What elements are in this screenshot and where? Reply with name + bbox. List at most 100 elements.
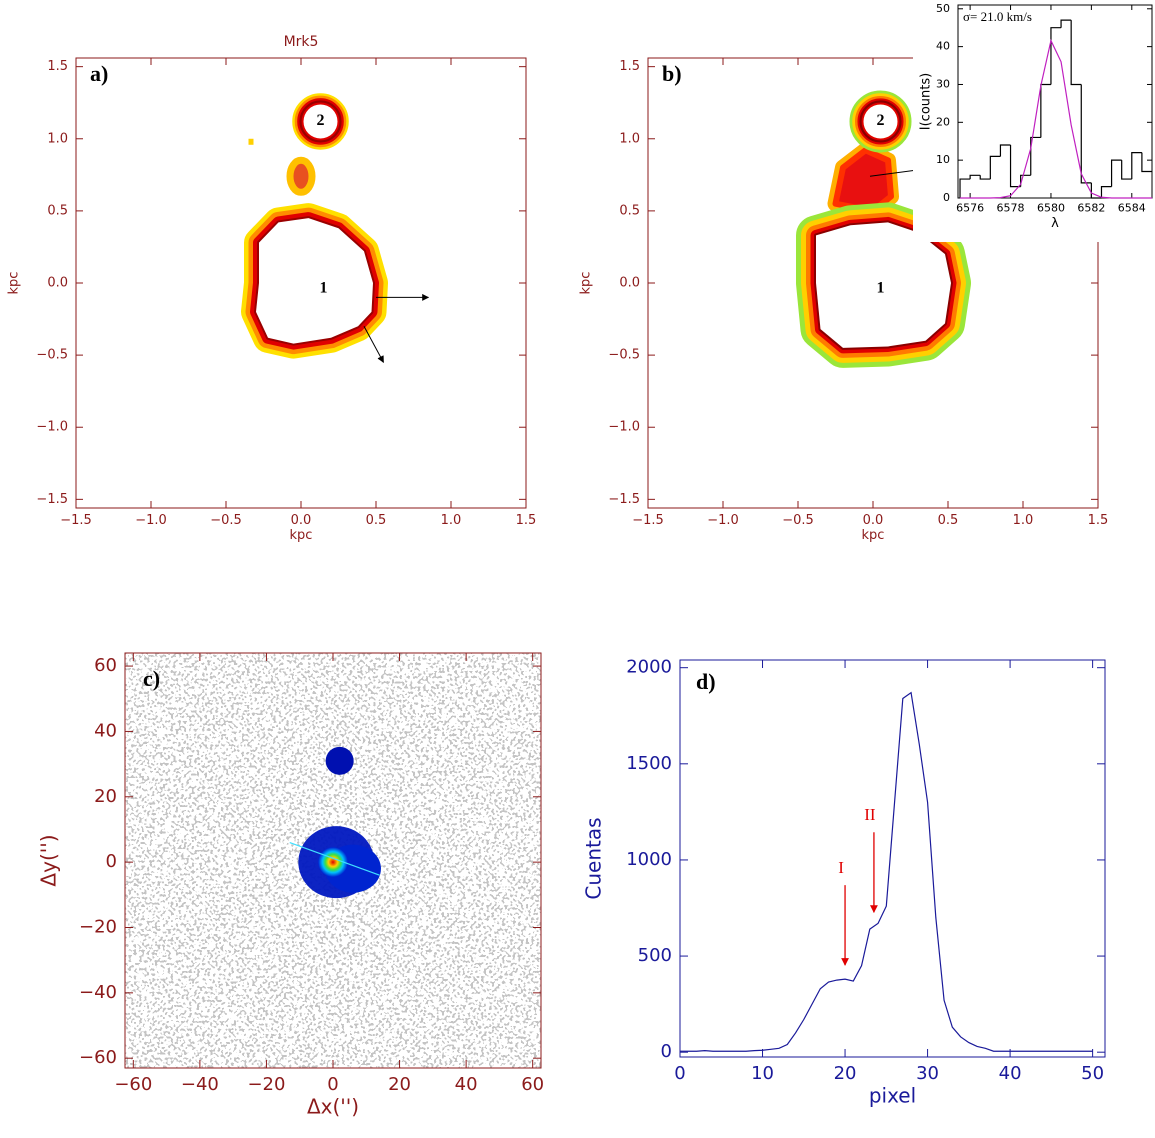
- region-label: 2: [317, 112, 325, 129]
- panel-label: c): [143, 666, 160, 691]
- panel-label: a): [90, 61, 108, 86]
- x-tick-label: 1.0: [441, 513, 462, 528]
- x-tick-label: 10: [751, 1063, 774, 1084]
- panel-label: b): [662, 61, 682, 86]
- histogram-step: [1060, 19, 1072, 28]
- x-axis-label: kpc: [290, 528, 313, 543]
- histogram-step: [1141, 152, 1152, 173]
- emission-region: [286, 156, 316, 196]
- x-tick-label: −1.0: [707, 513, 739, 528]
- x-tick-label: −20: [247, 1074, 285, 1095]
- y-axis-label: Cuentas: [582, 817, 606, 899]
- saturated-region: [303, 104, 338, 139]
- y-tick-label: −40: [79, 982, 117, 1003]
- x-tick-label: 1.0: [1013, 513, 1034, 528]
- y-tick-label: 1.5: [47, 59, 68, 74]
- y-axis-label: kpc: [579, 272, 594, 295]
- histogram-step: [969, 174, 981, 180]
- histogram-step: [1070, 20, 1082, 86]
- x-tick-label: 20: [388, 1074, 411, 1095]
- histogram-step: [999, 144, 1011, 157]
- plot-frame: [679, 659, 1106, 1058]
- y-tick-label: 0.0: [47, 276, 68, 291]
- y-tick-label: −20: [79, 916, 117, 937]
- x-tick-label: 6582: [1077, 201, 1105, 214]
- y-tick-label: 0: [661, 1041, 672, 1062]
- y-tick-label: 50: [936, 2, 950, 15]
- histogram-step: [1080, 84, 1092, 184]
- x-tick-label: 20: [834, 1063, 857, 1084]
- x-tick-label: 30: [916, 1063, 939, 1084]
- x-tick-label: 0: [674, 1063, 685, 1084]
- y-tick-label: −1.0: [36, 420, 68, 435]
- histogram-step: [1050, 27, 1062, 85]
- x-tick-label: 0.0: [863, 513, 884, 528]
- y-tick-label: 1.5: [619, 59, 640, 74]
- y-tick-label: 0: [106, 851, 117, 872]
- emission-region: [859, 100, 902, 143]
- y-tick-label: 60: [94, 655, 117, 676]
- histogram-step: [1009, 145, 1021, 188]
- companion: [325, 746, 354, 775]
- y-tick-label: 500: [638, 945, 672, 966]
- x-tick-label: −1.5: [632, 513, 664, 528]
- emission-region: [248, 138, 254, 145]
- x-tick-label: 60: [521, 1074, 544, 1095]
- y-tick-label: 10: [936, 153, 950, 166]
- arrow: [363, 326, 384, 363]
- y-tick-label: −1.5: [608, 492, 640, 507]
- x-tick-label: 0.5: [938, 513, 959, 528]
- saturated-region: [256, 218, 373, 344]
- y-tick-label: 20: [936, 115, 950, 128]
- histogram-step: [1090, 182, 1102, 199]
- x-tick-label: 6584: [1118, 201, 1146, 214]
- x-tick-label: −1.5: [60, 513, 92, 528]
- y-tick-label: 0.0: [619, 276, 640, 291]
- x-tick-label: 0.5: [366, 513, 387, 528]
- histogram-step: [959, 178, 971, 198]
- x-axis-label: pixel: [869, 1084, 916, 1108]
- x-tick-label: 1.5: [516, 513, 537, 528]
- saturated-region: [863, 104, 898, 139]
- histogram-step: [1110, 159, 1122, 187]
- x-tick-label: 40: [455, 1074, 478, 1095]
- panel-label: d): [696, 669, 716, 694]
- fit-curve: [960, 38, 1152, 199]
- chart-title: Mrk5: [284, 34, 319, 50]
- inset-annotation: σ= 21.0 km/s: [963, 9, 1032, 24]
- y-tick-label: 0.5: [47, 203, 68, 218]
- histogram-step: [989, 155, 1001, 180]
- y-tick-label: 1500: [626, 753, 672, 774]
- y-tick-label: 0.5: [619, 203, 640, 218]
- y-axis-label: Δy(''): [37, 834, 61, 886]
- x-tick-label: 0: [327, 1074, 338, 1095]
- x-tick-label: 50: [1081, 1063, 1104, 1084]
- x-axis-label: Δx(''): [307, 1095, 359, 1119]
- x-tick-label: 1.5: [1088, 513, 1109, 528]
- y-tick-label: 1.0: [47, 131, 68, 146]
- plot-frame: [957, 4, 1153, 199]
- y-tick-label: 40: [936, 40, 950, 53]
- x-axis-label: kpc: [862, 528, 885, 543]
- x-tick-label: −0.5: [782, 513, 814, 528]
- line-series: [680, 691, 1093, 1052]
- x-tick-label: −40: [181, 1074, 219, 1095]
- y-tick-label: 20: [94, 786, 117, 807]
- y-tick-label: 1.0: [619, 131, 640, 146]
- galaxy-core: [318, 847, 348, 878]
- y-tick-label: −60: [79, 1047, 117, 1068]
- saturated-region: [816, 222, 951, 348]
- y-tick-label: 2000: [626, 657, 672, 678]
- x-tick-label: −0.5: [210, 513, 242, 528]
- x-tick-label: 0.0: [291, 513, 312, 528]
- histogram-step: [1131, 151, 1142, 180]
- annotation-label: I: [838, 858, 844, 877]
- histogram-step: [1100, 186, 1112, 198]
- x-tick-label: −1.0: [135, 513, 167, 528]
- emission-region: [299, 100, 342, 143]
- y-tick-label: −0.5: [36, 348, 68, 363]
- y-tick-label: 0: [943, 191, 950, 204]
- region-label: 1: [320, 279, 328, 296]
- annotation-label: II: [864, 805, 876, 824]
